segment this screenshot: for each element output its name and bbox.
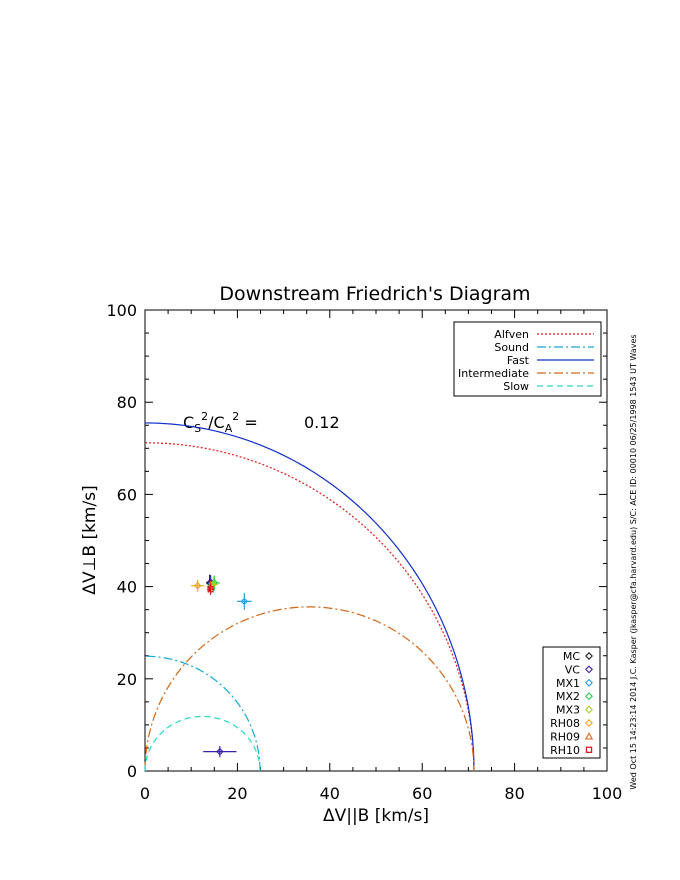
method-legend-symbol [585,665,593,674]
y-tick-label: 0 [127,762,137,781]
curve-legend-label: Intermediate [458,367,529,380]
curve-legend-label: Alfven [494,328,529,341]
method-legend-label: MX3 [556,704,580,717]
data-point [216,747,224,756]
method-legend-label: MX1 [556,677,580,690]
method-legend-label: RH10 [550,744,580,757]
x-tick-label: 100 [592,784,623,803]
x-axis-label: ΔV||B [km/s] [323,806,429,826]
curve-intermediate [144,606,475,772]
data-point [207,586,214,593]
chart-title: Downstream Friedrich's Diagram [219,283,530,305]
y-tick-label: 20 [117,670,137,689]
y-tick-label: 100 [106,301,137,320]
method-legend-symbol [585,692,593,701]
method-legend-symbol [585,705,593,714]
side-note: Wed Oct 15 14:23:14 2014 J.C. Kasper (jk… [629,334,638,789]
x-tick-label: 60 [412,784,432,803]
method-legend-symbol [585,719,593,727]
method-legend-symbol [584,732,594,740]
y-tick-label: 60 [117,485,137,504]
data-point [240,597,249,606]
method-legend-symbol [585,746,593,754]
x-tick-label: 80 [504,784,524,803]
curve-legend-box [453,321,602,397]
x-tick-label: 40 [320,784,340,803]
data-points [191,574,252,758]
y-tick-label: 80 [117,393,137,412]
y-axis: 0 20 40 60 80 100 [106,301,607,781]
method-legend-label: VC [565,663,581,676]
x-tick-label: 0 [140,784,150,803]
curve-slow [144,715,261,772]
curve-sound [144,655,261,772]
x-axis: 0 20 40 60 80 100 [140,310,622,803]
speed-curves [144,422,475,772]
method-legend-label: RH08 [550,717,580,730]
y-tick-label: 40 [117,578,137,597]
curve-legend-label: Slow [503,380,529,393]
x-tick-label: 20 [227,784,247,803]
ratio-label: CS2/CA2 = [183,410,258,435]
method-legend-symbol [585,678,593,687]
method-legend-label: MX2 [556,690,580,703]
data-point [193,581,202,590]
ratio-value: 0.12 [304,413,340,432]
method-legend-label: RH09 [550,730,580,743]
curve-legend-label: Fast [507,354,530,367]
method-legend-symbol [585,652,593,660]
curve-fast [144,422,475,772]
method-legend-label: MC [563,650,580,663]
y-axis-label: ΔV⊥B [km/s] [80,485,100,594]
curve-legend-label: Sound [494,341,529,354]
